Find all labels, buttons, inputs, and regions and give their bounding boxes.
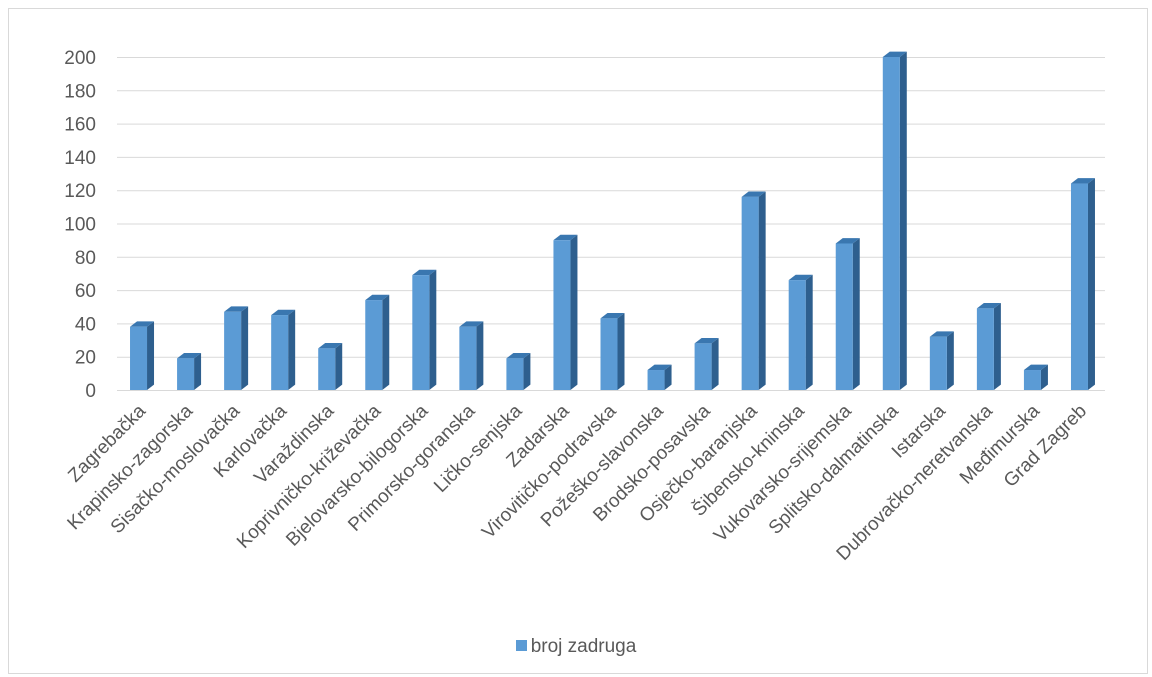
bar (177, 352, 202, 390)
bar (694, 337, 719, 390)
bar (459, 321, 484, 390)
bar (271, 309, 296, 390)
x-axis-ticks: ZagrebačkaKrapinsko-zagorskaSisačko-mosl… (64, 400, 1091, 565)
y-tick-label: 120 (64, 181, 96, 202)
y-tick-label: 40 (75, 314, 96, 335)
bars (130, 51, 1095, 390)
y-tick-label: 200 (64, 48, 96, 69)
x-tick-label: Grad Zagreb (1000, 401, 1091, 492)
y-tick-label: 100 (64, 215, 96, 236)
y-tick-label: 140 (64, 148, 96, 169)
bar (224, 306, 249, 390)
bar (553, 234, 578, 390)
bar (1070, 178, 1095, 390)
legend-swatch (515, 640, 527, 651)
bar (130, 321, 155, 390)
bar (647, 364, 672, 390)
bar (600, 313, 625, 390)
bar (1023, 364, 1048, 390)
bar (835, 238, 860, 390)
bar (365, 294, 390, 390)
chart-frame (8, 8, 1148, 674)
y-tick-label: 0 (85, 381, 96, 402)
bar (412, 269, 437, 390)
y-tick-label: 160 (64, 115, 96, 136)
y-tick-label: 80 (75, 248, 96, 269)
y-tick-label: 60 (75, 281, 96, 302)
legend-label: broj zadruga (530, 636, 637, 657)
y-axis-ticks: 0 20 40 60 80 100 120 140 160 180 200 (64, 48, 96, 402)
bar (741, 191, 766, 390)
bar (506, 352, 531, 390)
bar (929, 331, 954, 390)
bar (788, 274, 813, 390)
y-tick-label: 20 (75, 348, 96, 369)
bar (882, 51, 907, 390)
legend: broj zadruga (0, 636, 1152, 658)
bar (318, 342, 343, 390)
y-tick-label: 180 (64, 81, 96, 102)
bar (976, 303, 1001, 390)
